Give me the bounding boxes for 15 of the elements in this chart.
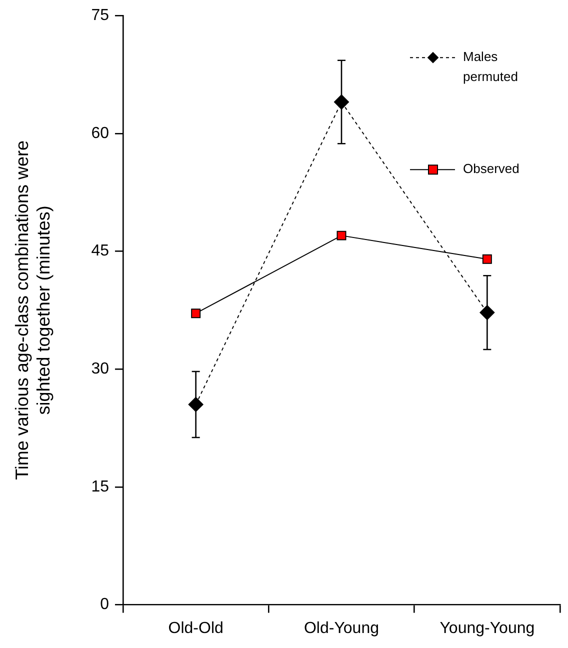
legend-label: Males permuted	[463, 49, 518, 84]
y-axis-title: Time various age-class combinations were sighted together (minutes)	[12, 140, 54, 480]
x-tick-label: Old-Young	[304, 620, 380, 637]
legend-label: Observed	[463, 161, 520, 176]
y-tick-label: 60	[91, 124, 110, 142]
y-tick-label: 15	[91, 478, 110, 496]
x-tick-label: Young-Young	[440, 620, 535, 637]
y-tick-label: 30	[91, 360, 110, 378]
y-tick-label: 75	[91, 7, 110, 24]
point	[482, 254, 492, 264]
point	[336, 230, 346, 240]
y-tick-label: 45	[91, 242, 110, 260]
y-tick-label: 0	[100, 596, 110, 614]
point	[191, 308, 201, 318]
x-tick-label: Old-Old	[168, 620, 224, 637]
